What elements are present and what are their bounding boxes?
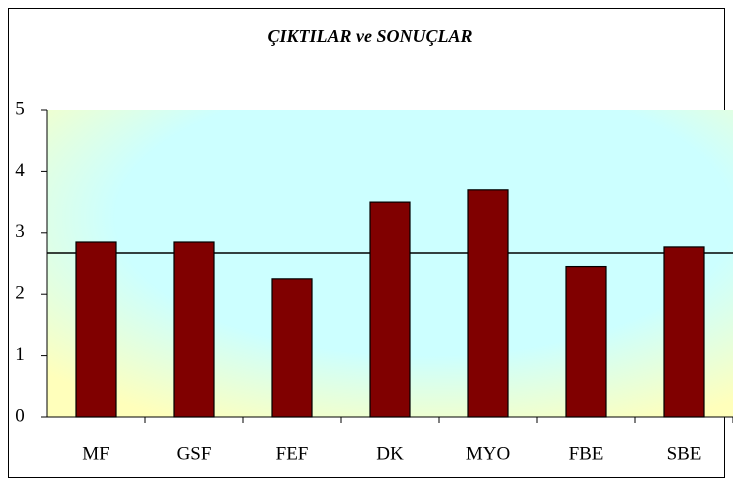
bar (369, 201, 411, 418)
x-tick-label: FEF (276, 443, 309, 464)
x-tick-label: GSF (177, 443, 212, 464)
y-tick-label: 2 (15, 283, 25, 304)
y-tick-label: 5 (15, 98, 25, 119)
y-tick-label: 1 (15, 344, 25, 365)
bar (75, 241, 117, 418)
y-tick-label: 4 (15, 160, 25, 181)
bar (663, 246, 705, 418)
y-tick-label: 0 (15, 405, 25, 426)
x-tick-label: FBE (569, 443, 604, 464)
y-tick-label: 3 (15, 221, 25, 242)
bar (565, 265, 607, 418)
x-tick-label: SBE (667, 443, 702, 464)
chart-title: ÇIKTILAR ve SONUÇLAR (267, 26, 472, 46)
x-tick-label: MYO (466, 443, 510, 464)
bar (467, 189, 509, 418)
x-tick-label: MF (82, 443, 109, 464)
x-tick-label: DK (376, 443, 404, 464)
bar (173, 241, 215, 418)
bar (271, 278, 313, 418)
